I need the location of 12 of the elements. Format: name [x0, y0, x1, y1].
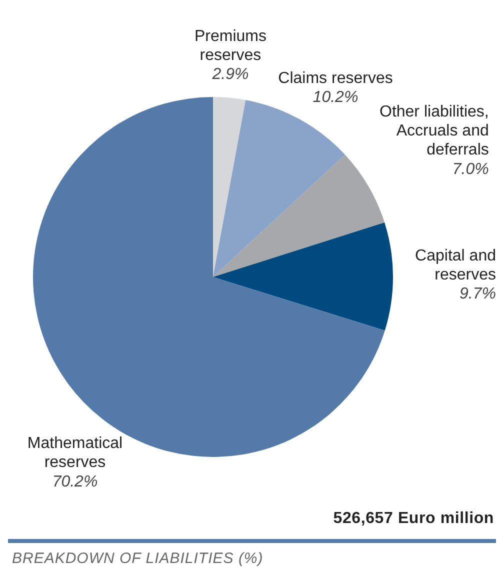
data-label: 10.2% — [312, 89, 358, 106]
data-label: 9.7% — [460, 285, 496, 302]
data-label: 2.9% — [211, 66, 249, 84]
slice-label: Capital and reserves — [415, 247, 496, 284]
text: 526,657 Euro million — [333, 510, 494, 528]
text: BREAKDOWN OF LIABILITIES (%) — [12, 550, 264, 567]
slice-label: Claims reserves — [278, 70, 393, 88]
slice-label: Other liabilities, Accruals and deferrals — [380, 104, 489, 159]
slice-label: Mathematical reserves — [27, 435, 123, 472]
data-label: 70.2% — [52, 473, 98, 490]
slice-label: Premiums reserves — [194, 28, 266, 64]
data-label: 7.0% — [452, 160, 489, 178]
